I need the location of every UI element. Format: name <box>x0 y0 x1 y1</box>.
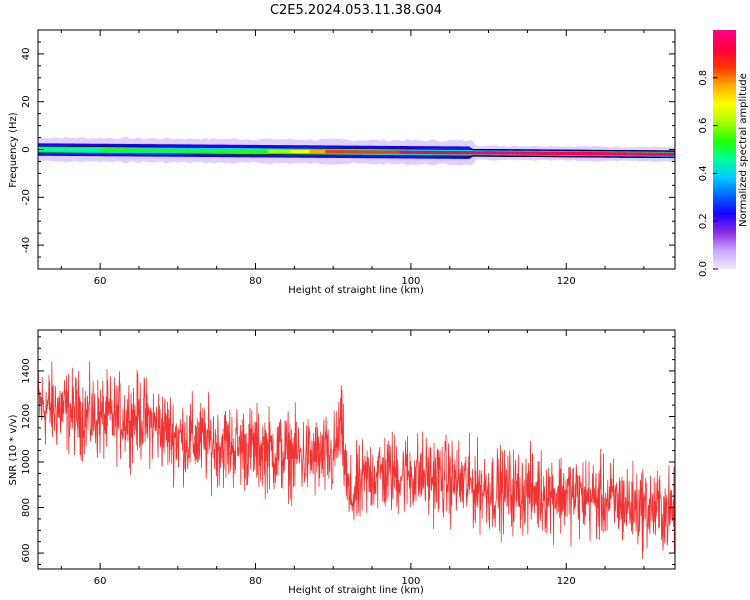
snr-x-label: Height of straight line (km) <box>288 585 424 596</box>
y-tick-label: 800 <box>21 498 32 517</box>
colorbar-tick-label: 0.6 <box>698 118 709 134</box>
y-tick-label: 0 <box>21 146 32 152</box>
colorbar: 0.0 0.2 0.4 0.6 0.8 Normalized spectral ampl… <box>698 30 749 277</box>
x-tick-label: 60 <box>94 276 107 287</box>
spectrogram-y-axis: -40 -20 0 20 40 <box>21 29 675 270</box>
spectrogram-x-label: Height of straight line (km) <box>288 285 424 296</box>
snr-frame <box>37 329 676 570</box>
y-tick-label: -40 <box>21 237 32 253</box>
snr-x-axis: 60 80 100 120 <box>60 330 645 587</box>
colorbar-scale <box>713 30 736 269</box>
snr-series-line <box>38 361 675 559</box>
y-tick-label: 40 <box>21 48 32 61</box>
x-tick-label: 80 <box>249 576 262 587</box>
x-tick-label: 120 <box>557 576 576 587</box>
spectrogram-panel: 60 80 100 120 -40 -20 0 20 40 Height of straigh… <box>8 29 676 296</box>
y-tick-label: 600 <box>21 544 32 563</box>
band-edge-lower <box>38 152 675 159</box>
snr-y-axis: 600 800 1000 1200 1400 <box>21 336 675 565</box>
x-tick-label: 100 <box>401 276 420 287</box>
spectrogram-x-axis: 60 80 100 120 <box>60 30 645 287</box>
figure-title: C2E5.2024.053.11.38.G04 <box>270 3 442 18</box>
snr-y-label: SNR (10 * v/v) <box>8 414 19 485</box>
y-tick-label: 1000 <box>21 449 32 474</box>
x-tick-label: 60 <box>94 576 107 587</box>
x-tick-label: 80 <box>249 276 262 287</box>
colorbar-ticks: 0.0 0.2 0.4 0.6 0.8 <box>698 70 718 277</box>
y-tick-label: 1400 <box>21 358 32 383</box>
spectrogram-y-label: Frequency (Hz) <box>8 112 19 188</box>
y-tick-label: 20 <box>21 95 32 108</box>
y-tick-label: 1200 <box>21 404 32 429</box>
spectral-band <box>38 136 675 166</box>
x-tick-label: 120 <box>557 276 576 287</box>
x-tick-label: 100 <box>401 576 420 587</box>
colorbar-tick-label: 0.8 <box>698 70 709 86</box>
colorbar-tick-label: 0.4 <box>698 165 709 181</box>
y-tick-label: -20 <box>21 189 32 205</box>
colorbar-tick-label: 0.2 <box>698 213 709 229</box>
colorbar-label: Normalized spectral amplitude <box>738 73 749 227</box>
colorbar-tick-label: 0.0 <box>698 261 709 277</box>
snr-panel: 60 80 100 120 600 800 1000 1200 1400 Height of … <box>8 329 676 596</box>
band-edge-upper <box>38 145 675 152</box>
